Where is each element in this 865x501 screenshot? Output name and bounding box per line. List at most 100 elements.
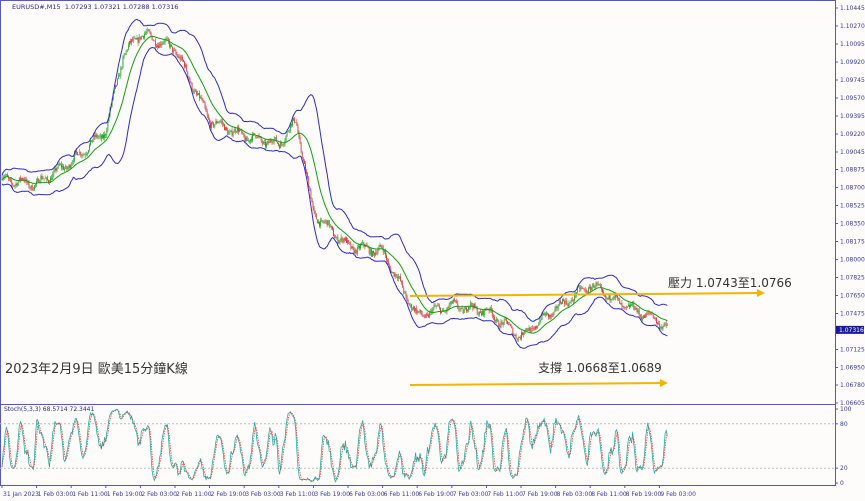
x-tick-label: 6 Feb 19:00 — [418, 491, 454, 498]
candle-body — [640, 316, 642, 320]
candle — [147, 27, 149, 34]
candle — [90, 140, 91, 147]
candle — [256, 136, 258, 139]
candle-body — [156, 46, 157, 48]
candle-body — [200, 97, 202, 99]
symbol-label: EURUSD#,M15 — [12, 3, 61, 11]
candle — [403, 286, 405, 295]
x-tick-label: 8 Feb 11:00 — [591, 491, 627, 498]
candle — [353, 246, 355, 255]
candle — [34, 184, 35, 192]
bollinger-lower-band — [1, 46, 668, 349]
candle-body — [12, 183, 14, 186]
candle — [553, 311, 555, 318]
candle — [378, 244, 380, 252]
candle-body — [159, 43, 161, 48]
candle — [238, 124, 239, 135]
candle-body — [622, 305, 624, 307]
candle — [581, 285, 583, 289]
candle-body — [628, 305, 629, 307]
candle-body — [223, 123, 224, 125]
candle — [515, 333, 517, 339]
candle — [41, 173, 43, 180]
candle-body — [16, 183, 18, 186]
candle — [380, 244, 382, 249]
candle — [115, 84, 116, 89]
candle — [12, 182, 14, 189]
candle-body — [113, 88, 115, 93]
candle — [625, 305, 627, 311]
candle-body — [131, 39, 132, 43]
candle-body — [242, 132, 244, 134]
candle-body — [404, 291, 406, 293]
y-tick-label: 1.10270 — [840, 23, 865, 30]
candle-body — [104, 134, 105, 139]
candle — [321, 218, 323, 223]
y-tick-label: 1.09570 — [840, 95, 865, 102]
candle — [387, 258, 388, 264]
candle-body — [212, 122, 213, 124]
candle — [595, 281, 597, 290]
candle-body — [459, 309, 461, 310]
candle-body — [508, 324, 509, 325]
candle-body — [28, 181, 30, 188]
candle — [510, 323, 512, 327]
candle-body — [377, 250, 379, 254]
candle-body — [252, 133, 253, 141]
x-tick-label: 1 Feb 11:00 — [72, 491, 108, 498]
candle-body — [579, 286, 581, 290]
candle — [289, 123, 291, 134]
candle — [53, 168, 55, 178]
candle — [173, 47, 175, 55]
y-tick-label: 1.08700 — [840, 184, 865, 191]
candle-body — [468, 307, 469, 311]
candle-body — [94, 134, 96, 138]
candle — [102, 133, 103, 139]
current-price-tag — [836, 325, 864, 334]
candle — [563, 297, 564, 302]
candle-body — [266, 143, 267, 147]
candle — [602, 288, 603, 294]
candle — [76, 149, 77, 156]
candle — [143, 35, 144, 40]
candle — [482, 310, 483, 316]
candle — [269, 138, 271, 144]
candle — [153, 40, 155, 42]
candle-body — [78, 154, 80, 156]
candle-body — [545, 312, 547, 316]
candle-body — [417, 311, 419, 314]
candle-body — [467, 310, 468, 312]
candle — [208, 117, 210, 125]
candle-body — [434, 305, 436, 307]
candle-body — [370, 249, 372, 257]
candle — [570, 298, 572, 304]
candle-body — [81, 155, 83, 156]
candle — [166, 36, 168, 40]
candle — [418, 311, 420, 313]
candle-body — [499, 326, 501, 328]
candle-body — [624, 307, 626, 308]
candle — [19, 175, 21, 183]
candle-body — [65, 166, 67, 169]
candle — [86, 152, 88, 157]
candle — [501, 319, 503, 326]
candle-body — [297, 125, 299, 133]
candle-body — [232, 132, 234, 136]
candle-body — [591, 287, 593, 291]
candle-body — [32, 189, 34, 191]
candle — [664, 321, 666, 327]
candle-body — [237, 127, 238, 132]
candle — [422, 314, 424, 318]
candle-body — [14, 185, 16, 187]
candle-body — [469, 306, 471, 308]
candle — [342, 238, 344, 244]
candle — [38, 178, 40, 183]
candle-body — [457, 302, 459, 308]
candle — [564, 299, 566, 307]
candle-body — [230, 130, 232, 132]
candle — [131, 38, 132, 46]
candle — [16, 182, 18, 188]
candle — [499, 323, 501, 330]
